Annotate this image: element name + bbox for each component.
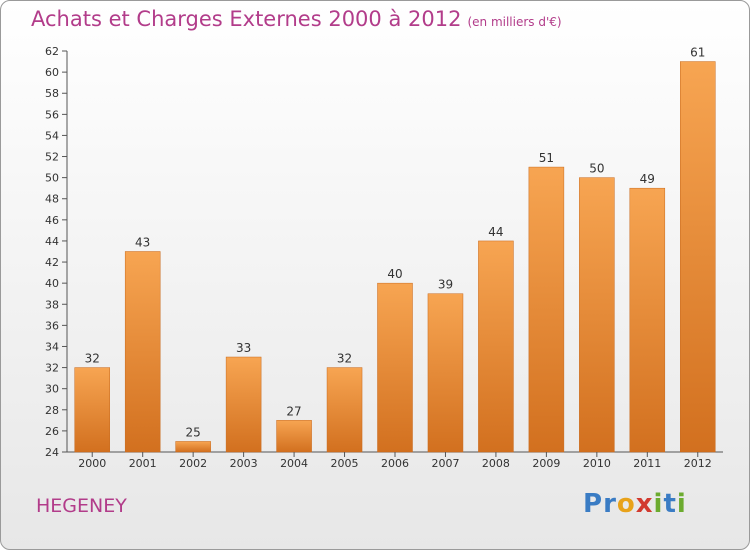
y-tick-label: 60 xyxy=(45,66,59,79)
bar-value-label: 61 xyxy=(690,46,705,60)
y-tick-label: 44 xyxy=(45,235,59,248)
y-tick-label: 48 xyxy=(45,193,59,206)
y-tick-label: 40 xyxy=(45,277,59,290)
logo-letter: t xyxy=(663,489,677,519)
y-tick-label: 46 xyxy=(45,214,59,227)
x-tick-label: 2002 xyxy=(179,457,207,470)
x-tick-label: 2000 xyxy=(78,457,106,470)
x-tick-label: 2010 xyxy=(583,457,611,470)
commune-name: HEGENEY xyxy=(36,495,127,517)
x-tick-label: 2003 xyxy=(230,457,258,470)
logo-letter: x xyxy=(635,489,654,519)
bar xyxy=(528,166,565,453)
y-tick-label: 28 xyxy=(45,404,59,417)
logo-letter: P xyxy=(583,489,604,519)
y-tick-label: 30 xyxy=(45,383,59,396)
y-tick-label: 54 xyxy=(45,129,59,142)
bar xyxy=(629,187,666,453)
y-tick-label: 56 xyxy=(45,108,59,121)
logo-letter: o xyxy=(616,489,636,519)
bar-value-label: 44 xyxy=(488,225,503,239)
logo-letter: r xyxy=(603,489,617,519)
bar xyxy=(680,61,716,453)
x-tick-label: 2004 xyxy=(280,457,308,470)
bar-value-label: 39 xyxy=(438,278,453,292)
x-tick-label: 2011 xyxy=(633,457,661,470)
proxiti-logo: Proxiti xyxy=(583,489,687,519)
bar xyxy=(74,367,110,453)
x-tick-label: 2012 xyxy=(684,457,712,470)
y-tick-label: 58 xyxy=(45,87,59,100)
bar xyxy=(427,293,464,453)
logo-letter: i xyxy=(653,489,664,519)
y-tick-label: 26 xyxy=(45,425,59,438)
x-tick-label: 2008 xyxy=(482,457,510,470)
x-tick-label: 2006 xyxy=(381,457,409,470)
bar xyxy=(478,240,514,453)
x-tick-label: 2001 xyxy=(129,457,157,470)
bar xyxy=(377,282,413,453)
y-tick-label: 38 xyxy=(45,298,59,311)
x-tick-label: 2009 xyxy=(532,457,560,470)
bar-value-label: 40 xyxy=(387,267,402,281)
bar-value-label: 32 xyxy=(337,352,352,366)
chart-title: Achats et Charges Externes 2000 à 2012 (e… xyxy=(31,7,562,31)
bar-value-label: 27 xyxy=(286,404,301,418)
bar-value-label: 32 xyxy=(85,352,100,366)
y-tick-label: 24 xyxy=(45,446,59,459)
bar xyxy=(326,367,363,453)
bar-value-label: 43 xyxy=(135,236,150,250)
logo-letter: i xyxy=(676,489,687,519)
bar-value-label: 49 xyxy=(640,172,655,186)
y-tick-label: 52 xyxy=(45,151,59,164)
bar-value-label: 51 xyxy=(539,151,554,165)
chart-title-text: Achats et Charges Externes 2000 à 2012 xyxy=(31,7,462,31)
bar-value-label: 33 xyxy=(236,341,251,355)
y-tick-label: 62 xyxy=(45,45,59,58)
x-tick-label: 2005 xyxy=(331,457,359,470)
bar-value-label: 50 xyxy=(589,162,604,176)
bar xyxy=(175,441,211,453)
bar-value-label: 25 xyxy=(186,425,201,439)
bar xyxy=(225,356,262,453)
y-tick-label: 34 xyxy=(45,340,59,353)
y-tick-label: 36 xyxy=(45,319,59,332)
bar xyxy=(124,251,161,453)
y-tick-label: 50 xyxy=(45,172,59,185)
x-tick-label: 2007 xyxy=(431,457,459,470)
bar xyxy=(579,177,615,453)
y-tick-label: 42 xyxy=(45,256,59,269)
bar xyxy=(276,420,312,453)
y-tick-label: 32 xyxy=(45,362,59,375)
chart-subtitle: (en milliers d'€) xyxy=(467,15,562,29)
